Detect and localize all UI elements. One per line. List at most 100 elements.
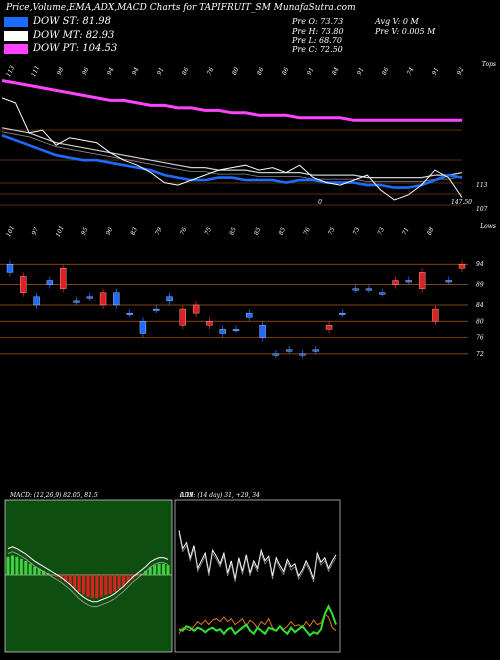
macd-hist-bar-20 — [95, 575, 99, 599]
candle-body-30 — [405, 280, 412, 283]
ema-top-label: 91 — [306, 66, 316, 76]
candle-body-16 — [219, 329, 226, 334]
candle-body-10 — [139, 321, 147, 334]
candle-body-26 — [352, 288, 359, 291]
ohlc-open: Pre O: 73.73 — [292, 17, 344, 26]
candle-body-8 — [113, 292, 120, 306]
macd-hist-bar-4 — [24, 561, 28, 575]
legend-label-pt: DOW PT: 104.53 — [33, 43, 118, 54]
macd-hist-bar-36 — [166, 565, 170, 575]
candle-body-5 — [73, 300, 80, 303]
ema-top-label: 94 — [131, 66, 141, 76]
candle-body-19 — [259, 325, 266, 338]
candle-top-label: 101 — [5, 225, 16, 238]
ema-top-label: 91 — [356, 66, 366, 76]
legend-label-st: DOW ST: 81.98 — [33, 16, 112, 27]
candle-top-label: 85 — [228, 226, 238, 236]
candle-top-label: 85 — [253, 226, 263, 236]
macd-hist-bar-18 — [86, 575, 90, 597]
candle-body-25 — [339, 312, 346, 315]
macd-right-label: 0.19 — [180, 492, 194, 499]
ema-top-label: 96 — [81, 66, 91, 76]
candle-top-label: 101 — [54, 225, 65, 238]
ema-top-label: 92 — [456, 66, 466, 76]
ema-corner-label: Tops — [482, 61, 496, 68]
ema-line-price — [1, 97, 463, 201]
ema-top-label: 91 — [156, 66, 166, 76]
macd-hist-bar-24 — [113, 575, 117, 592]
candle-body-34 — [458, 264, 466, 269]
candle-right-label-80: 80 — [476, 318, 484, 325]
candle-top-label: 85 — [278, 226, 288, 236]
legend-dow-pt: DOW PT: 104.53 — [4, 43, 117, 54]
candle-corner-label: Lows — [479, 223, 496, 230]
candle-body-24 — [325, 325, 333, 330]
ema-line-mt — [1, 127, 463, 179]
ema-line-st — [1, 134, 463, 189]
ema-top-label: 74 — [406, 66, 416, 76]
legend-swatch-mt — [4, 30, 28, 41]
legend-swatch-pt — [4, 43, 28, 54]
macd-hist-bar-3 — [19, 558, 23, 575]
candle-right-label-84: 84 — [476, 302, 484, 309]
candle-body-31 — [418, 272, 426, 289]
ohlc-pre-vol: Pre V: 0.005 M — [375, 27, 436, 36]
macd-hist-bar-31 — [144, 570, 148, 575]
candle-body-27 — [365, 288, 373, 291]
macd-hist-bar-15 — [73, 575, 77, 589]
candle-top-label: 75 — [327, 226, 337, 236]
macd-hist-bar-19 — [90, 575, 94, 599]
candle-top-label: 83 — [129, 226, 139, 236]
candle-body-4 — [60, 268, 67, 289]
candle-body-2 — [33, 296, 40, 306]
candle-body-29 — [392, 280, 399, 285]
ema-line-pt — [1, 79, 462, 122]
macd-hist-bar-1 — [10, 555, 14, 575]
ema-top-label: 86 — [281, 66, 291, 76]
candle-right-label-72: 72 — [476, 351, 484, 358]
candle-body-15 — [206, 321, 213, 326]
candle-body-11 — [153, 308, 160, 311]
ema-top-label: 86 — [256, 66, 266, 76]
ema-top-label: 86 — [381, 66, 391, 76]
macd-hist-bar-21 — [99, 575, 103, 597]
macd-hist-bar-16 — [77, 575, 81, 592]
candle-right-label-94: 94 — [476, 261, 484, 268]
candle-top-label: 75 — [204, 226, 214, 236]
candle-top-label: 76 — [179, 226, 189, 236]
macd-hist-bar-25 — [117, 575, 121, 589]
candle-body-12 — [166, 296, 173, 302]
candle-body-1 — [20, 276, 27, 293]
macd-hist-bar-32 — [148, 567, 152, 575]
chart-title: Price,Volume,EMA,ADX,MACD Charts for TAP… — [6, 3, 356, 13]
macd-hist-bar-30 — [139, 573, 143, 575]
macd-hist-bar-34 — [157, 563, 161, 575]
candle-body-0 — [6, 264, 14, 273]
candle-body-3 — [46, 280, 54, 285]
ema-top-label: 84 — [331, 66, 341, 76]
candle-body-6 — [86, 296, 93, 299]
ema-top-label: 98 — [56, 66, 66, 76]
candle-top-label: 71 — [401, 226, 411, 236]
macd-hist-bar-2 — [15, 556, 19, 575]
candle-body-9 — [126, 312, 133, 315]
candle-body-21 — [286, 349, 293, 352]
macd-hist-bar-11 — [55, 575, 59, 578]
adx-line-white-shadow — [178, 533, 337, 583]
ema-mid-label: 0 — [318, 199, 322, 206]
candle-body-23 — [312, 349, 319, 352]
ema-top-label: 113 — [5, 65, 16, 79]
ohlc-high: Pre H: 73.80 — [292, 27, 344, 36]
macd-hist-bar-5 — [28, 563, 32, 575]
ohlc-close: Pre C: 72.50 — [292, 45, 343, 54]
candle-top-label: 95 — [80, 226, 90, 236]
candle-body-33 — [445, 280, 452, 283]
candle-top-label: 97 — [31, 226, 41, 236]
macd-hist-bar-35 — [162, 563, 166, 575]
candle-top-label: 88 — [426, 226, 436, 236]
candle-body-13 — [179, 308, 186, 326]
macd-hist-bar-7 — [37, 568, 41, 575]
ema-top-label: 80 — [231, 66, 241, 76]
ohlc-low: Pre L: 68.70 — [292, 36, 342, 45]
